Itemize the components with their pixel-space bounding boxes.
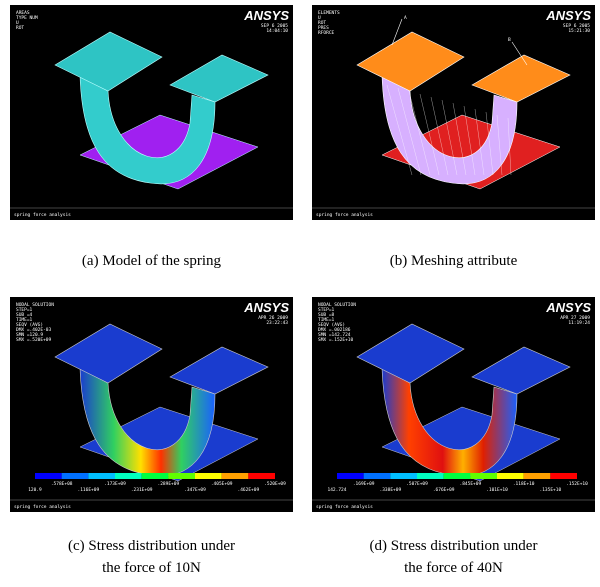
color-bar-segment (550, 473, 577, 479)
legend-label: .338E+09 (379, 487, 401, 493)
color-bar-segment (364, 473, 391, 479)
legend-label: .289E+09 (157, 481, 179, 487)
color-bar-segment (390, 473, 417, 479)
caption: (d) Stress distribution under (370, 538, 538, 554)
screen-time: 23:22:43 (266, 320, 288, 326)
screen-background (312, 297, 595, 512)
color-bar-segment (35, 473, 62, 479)
screen-header: RFORCE (318, 30, 335, 36)
legend-label: .676E+09 (433, 487, 455, 493)
color-bar-segment (497, 473, 524, 479)
color-bar-segment (337, 473, 364, 479)
legend-label: .173E+09 (104, 481, 126, 487)
screen-footer: spring force analysis (316, 504, 373, 510)
legend-label: 142.724 (328, 487, 347, 493)
ansys-logo: ANSYS (545, 8, 591, 23)
color-bar-segment (248, 473, 275, 479)
color-bar-segment (444, 473, 471, 479)
screen-footer: spring force analysis (316, 212, 373, 218)
legend-label: .405E+09 (211, 481, 233, 487)
ansys-logo: ANSYS (545, 300, 591, 315)
legend-label: 120.9 (28, 487, 42, 493)
marker-label: A (404, 15, 407, 21)
caption: the force of 40N (404, 560, 503, 576)
caption: (a) Model of the spring (82, 253, 222, 269)
figure: AREASTYPE NUMUROTANSYSSEP 6 200514:04:10… (0, 0, 600, 587)
caption: (c) Stress distribution under (68, 538, 235, 554)
screen-header: SMX =.520E+09 (16, 337, 52, 343)
screen-header: SMX =.152E+10 (318, 337, 354, 343)
legend-label: .578E+08 (51, 481, 73, 487)
screen-time: 14:04:10 (266, 28, 288, 34)
legend-label: .152E+10 (566, 481, 588, 487)
legend-label: .231E+09 (131, 487, 153, 493)
caption: (b) Meshing attribute (390, 253, 518, 269)
legend-label: .101E+10 (486, 487, 508, 493)
ansys-logo: ANSYS (243, 8, 289, 23)
legend-label: .169E+09 (353, 481, 375, 487)
legend-label: .347E+09 (184, 487, 206, 493)
screen-time: 15:21:30 (568, 28, 590, 34)
screen-header: ELEMENTS (318, 10, 340, 16)
color-bar-segment (524, 473, 551, 479)
legend-label: .845E+09 (459, 481, 481, 487)
screen-header: ROT (16, 25, 24, 31)
color-bar-segment (115, 473, 142, 479)
legend-label: .116E+09 (77, 487, 99, 493)
screen-footer: spring force analysis (14, 504, 71, 510)
screen-background (312, 5, 595, 220)
color-bar-segment (88, 473, 115, 479)
screen-background (10, 297, 293, 512)
legend-label: .507E+09 (406, 481, 428, 487)
marker-label: B (508, 37, 511, 43)
screen-background (10, 5, 293, 220)
color-bar-segment (470, 473, 497, 479)
color-bar-segment (168, 473, 195, 479)
screen-time: 11:19:24 (568, 320, 590, 326)
color-bar-segment (222, 473, 249, 479)
legend-label: .520E+09 (264, 481, 286, 487)
legend-label: .118E+10 (513, 481, 535, 487)
ansys-logo: ANSYS (243, 300, 289, 315)
color-bar-segment (142, 473, 169, 479)
legend-label: .462E+09 (237, 487, 259, 493)
caption: the force of 10N (102, 560, 201, 576)
color-bar-segment (62, 473, 89, 479)
screen-footer: spring force analysis (14, 212, 71, 218)
legend-label: .135E+10 (539, 487, 561, 493)
screen-header: TYPE NUM (16, 15, 38, 21)
color-bar-segment (195, 473, 222, 479)
color-bar-segment (417, 473, 444, 479)
